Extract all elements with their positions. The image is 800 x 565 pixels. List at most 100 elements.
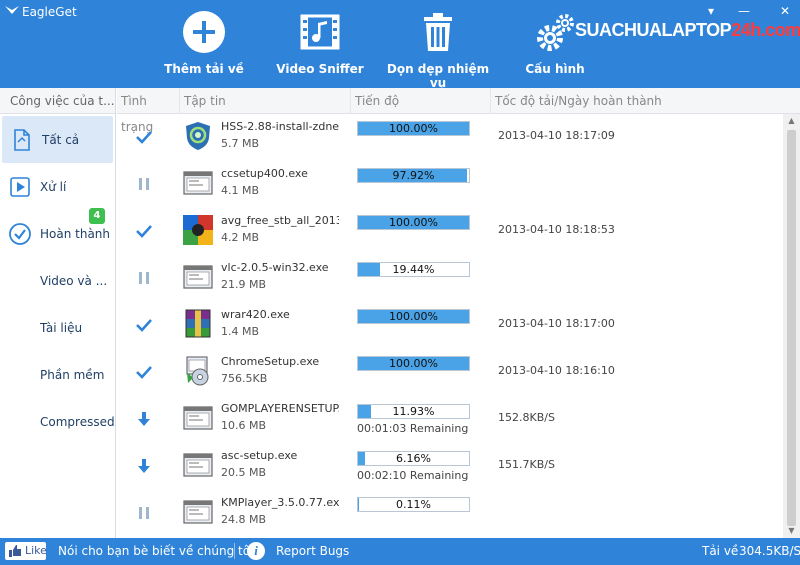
video-sniffer-label: Video Sniffer <box>276 62 364 76</box>
file-size: 24.8 MB <box>221 513 267 526</box>
progress-text: 11.93% <box>392 405 435 418</box>
download-row[interactable]: KMPlayer_3.5.0.77.exe 24.8 MB 0.11% <box>117 490 783 537</box>
sidebar-item-processing[interactable]: Xử lí <box>0 163 115 210</box>
app-title: EagleGet <box>22 5 77 19</box>
progress-fill <box>358 216 469 229</box>
exe-window-icon <box>183 262 213 292</box>
download-row[interactable]: ChromeSetup.exe 756.5KB 100.00% 2013-04-10 … <box>117 349 783 396</box>
exe-window-icon <box>183 403 213 433</box>
paused-icon[interactable] <box>135 269 153 287</box>
sidebar-header: Công việc của t... <box>0 88 115 114</box>
info-icon[interactable]: i <box>247 542 265 560</box>
share-link[interactable]: Nói cho bạn bè biết về chúng tôi <box>58 544 254 558</box>
like-label: Like <box>25 544 47 557</box>
progress-fill <box>358 263 380 276</box>
file-size: 21.9 MB <box>221 278 267 291</box>
completed-check-icon[interactable] <box>135 222 153 240</box>
time-remaining: 00:01:03 Remaining <box>357 422 469 435</box>
download-arrow-icon[interactable] <box>135 457 153 475</box>
progress-text: 97.92% <box>392 169 435 182</box>
watermark-text-3: .com <box>760 20 800 40</box>
close-button[interactable]: ✕ <box>779 4 791 18</box>
file-name: vlc-2.0.5-win32.exe <box>221 261 329 274</box>
exe-window-icon <box>183 450 213 480</box>
download-row[interactable]: GOMPLAYERENSETUP.EXE 10.6 MB 11.93% 00:01:0… <box>117 396 783 443</box>
paused-icon[interactable] <box>135 504 153 522</box>
scroll-down-icon[interactable]: ▼ <box>788 526 795 535</box>
sidebar-item-label: Compressed <box>40 414 115 429</box>
scroll-up-icon[interactable]: ▲ <box>788 116 795 125</box>
completed-check-icon[interactable] <box>135 363 153 381</box>
video-sniffer-button[interactable]: Video Sniffer <box>265 10 375 76</box>
download-row[interactable]: vlc-2.0.5-win32.exe 21.9 MB 19.44% <box>117 255 783 302</box>
file-name: wrar420.exe <box>221 308 290 321</box>
progress-text: 100.00% <box>389 216 438 229</box>
download-row[interactable]: asc-setup.exe 20.5 MB 6.16% 00:02:10 Remain… <box>117 443 783 490</box>
column-progress[interactable]: Tiến độ <box>350 88 490 114</box>
progress-bar: 100.00% <box>357 121 470 136</box>
download-row[interactable]: ccsetup400.exe 4.1 MB 97.92% <box>117 161 783 208</box>
minimize-button[interactable]: — <box>738 4 750 18</box>
completed-check-icon[interactable] <box>135 316 153 334</box>
sidebar-item-label: Video và ... <box>40 273 108 288</box>
menu-dropdown-button[interactable]: ▾ <box>707 4 715 18</box>
sidebar-item-documents[interactable]: Tài liệu <box>0 304 115 351</box>
paused-icon[interactable] <box>135 175 153 193</box>
download-row[interactable]: HSS-2.88-install-zdnetcd 5.7 MB 100.00% 201… <box>117 114 783 161</box>
sidebar-item-compressed[interactable]: Compressed <box>0 398 115 445</box>
film-music-icon <box>300 14 340 50</box>
footer-divider <box>234 543 235 559</box>
sidebar-item-label: Phần mềm <box>40 367 105 382</box>
download-row[interactable]: wrar420.exe 1.4 MB 100.00% 2013-04-10 18:17… <box>117 302 783 349</box>
file-name: asc-setup.exe <box>221 449 298 462</box>
scrollbar-thumb[interactable] <box>787 130 796 526</box>
progress-bar: 97.92% <box>357 168 470 183</box>
column-status[interactable]: Tình trạng <box>121 94 154 134</box>
sidebar-item-completed[interactable]: Hoàn thành 4 <box>0 208 115 257</box>
status-bar: Like Nói cho bạn bè biết về chúng tôi i … <box>0 538 800 565</box>
progress-bar: 19.44% <box>357 262 470 277</box>
column-speed[interactable]: Tốc độ tải/Ngày hoàn thành <box>490 88 800 114</box>
file-size: 756.5KB <box>221 372 268 385</box>
file-size: 20.5 MB <box>221 466 267 479</box>
gears-icon <box>537 14 574 51</box>
progress-text: 100.00% <box>389 357 438 370</box>
report-bugs-link[interactable]: Report Bugs <box>276 544 350 558</box>
sidebar-item-all[interactable]: Tất cả <box>2 116 113 163</box>
progress-fill <box>358 452 365 465</box>
vertical-scrollbar[interactable]: ▲ ▼ <box>783 114 800 538</box>
file-size: 5.7 MB <box>221 137 260 150</box>
exe-window-icon <box>183 168 213 198</box>
download-row[interactable]: avg_free_stb_all_2013_32 4.2 MB 100.00% 201… <box>117 208 783 255</box>
progress-text: 6.16% <box>396 452 431 465</box>
speed-or-date: 2013-04-10 18:18:53 <box>498 223 615 236</box>
facebook-like-button[interactable]: Like <box>5 542 47 560</box>
watermark-text-1: SUACHUALAPTOP <box>575 20 732 40</box>
title-toolbar: EagleGet ▾ — ✕ Thêm tải về Video Sniffer… <box>0 0 800 90</box>
download-speed-value: 304.5KB/S <box>739 544 800 558</box>
file-icon <box>14 128 30 151</box>
completed-count-badge: 4 <box>89 208 105 224</box>
sidebar-item-video[interactable]: Video và ... <box>0 257 115 304</box>
add-download-button[interactable]: Thêm tải về <box>149 10 259 76</box>
settings-button[interactable]: Cấu hình <box>500 10 610 76</box>
watermark-logo: SUACHUALAPTOP24h.com <box>575 20 800 41</box>
clean-tasks-button[interactable]: Dọn dẹp nhiệm vụ <box>383 10 493 90</box>
speed-or-date: 2013-04-10 18:17:09 <box>498 129 615 142</box>
watermark-text-2: 24h <box>731 20 761 40</box>
completed-check-icon[interactable] <box>135 128 153 146</box>
download-arrow-icon[interactable] <box>135 410 153 428</box>
progress-bar: 100.00% <box>357 356 470 371</box>
progress-bar: 11.93% <box>357 404 470 419</box>
check-circle-icon <box>9 222 31 245</box>
clean-tasks-label: Dọn dẹp nhiệm vụ <box>386 62 490 90</box>
file-size: 4.2 MB <box>221 231 260 244</box>
exe-window-icon <box>183 497 213 527</box>
speed-or-date: 2013-04-10 18:16:10 <box>498 364 615 377</box>
installer-icon <box>183 356 213 386</box>
column-file[interactable]: Tập tin <box>179 88 350 114</box>
download-speed-label: Tải về <box>702 544 739 558</box>
sidebar-item-software[interactable]: Phần mềm <box>0 351 115 398</box>
plus-circle-icon <box>183 11 225 53</box>
